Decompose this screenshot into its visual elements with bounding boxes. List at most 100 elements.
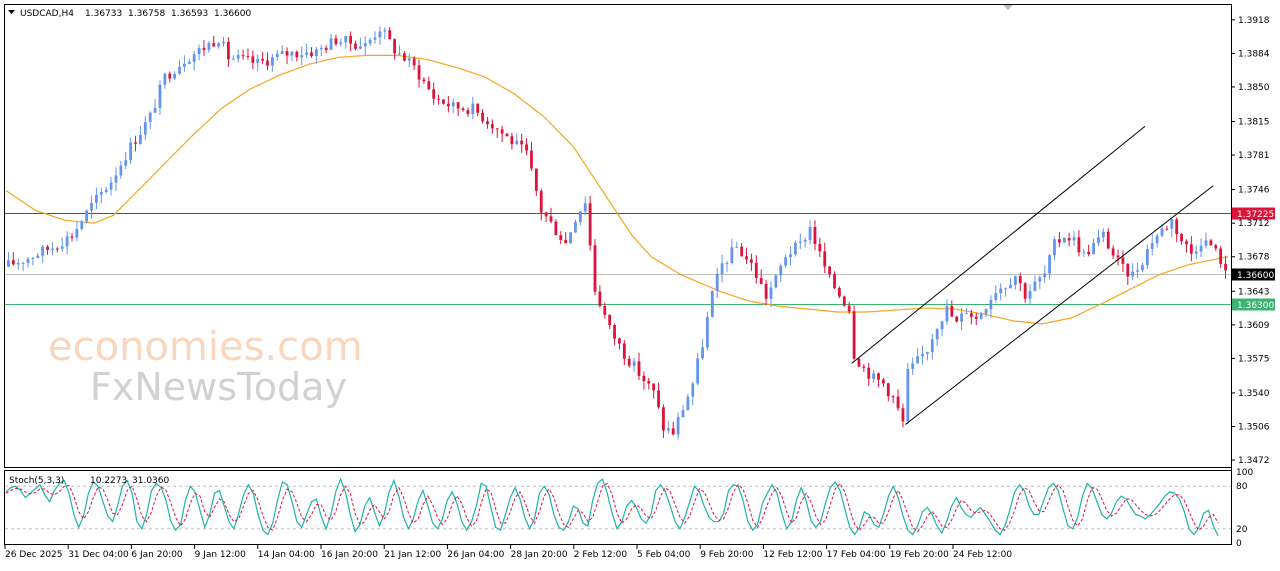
candle-bear [466,110,470,115]
time-tick-label: 26 Jan 04:00 [447,550,504,560]
candle-bear [647,381,651,384]
candle-bull [21,262,25,264]
candle-bull [872,373,876,379]
candle-bull [124,160,128,166]
candle-bear [510,136,514,145]
candle-bear [833,274,836,289]
candle-bull [1004,288,1007,290]
candle-bear [857,358,861,367]
price-tick-label: 1.3884 [1238,49,1270,59]
candle-bull [231,58,235,60]
candle-bull [989,300,993,310]
trend-channel [851,126,1214,425]
stoch-signal-line [5,482,1219,533]
candle-bull [7,260,10,267]
candle-bull [935,329,939,340]
candle-bull [80,221,84,229]
candle-bear [202,47,206,50]
candle-bull [236,55,240,59]
candle-bull [808,227,812,241]
price-tick-label: 1.3712 [1238,219,1270,229]
price-tick-label: 1.3575 [1238,354,1270,364]
candle-bull [451,102,455,107]
candle-bear [622,343,626,359]
candle-bull [925,351,929,354]
symbol-dropdown-icon[interactable] [8,10,15,14]
candle-bear [828,266,832,275]
candle-bear [324,47,328,50]
time-tick-label: 14 Jan 04:00 [258,550,315,560]
candle-bear [393,39,396,54]
candle-bull [1092,243,1095,255]
stoch-tick-label: 80 [1236,482,1248,492]
candle-bear [754,262,758,279]
candle-bear [867,367,871,379]
candle-bear [70,236,74,238]
candle-bear [637,361,641,376]
candle-bear [241,55,245,57]
candle-bull [1170,219,1174,229]
channel-lower-line [905,185,1214,425]
candle-bear [750,259,753,263]
candle-bear [212,43,216,47]
candle-bull [36,255,40,259]
candle-bull [1097,237,1100,244]
candle-bull [774,275,778,288]
candle-bear [476,103,480,113]
candle-bear [588,203,592,246]
candle-bull [1204,240,1208,246]
candle-bull [676,417,680,435]
price-tick-label: 1.3643 [1238,287,1270,297]
candle-bear [486,121,489,125]
candle-bear [1077,237,1081,253]
candle-bear [354,43,357,49]
candle-bear [417,65,421,80]
candle-bull [999,288,1003,294]
shift-marker-icon[interactable] [1003,5,1013,10]
candle-bull [319,47,323,50]
candle-bear [505,133,509,137]
candlesticks [7,26,1227,440]
candle-bear [1057,239,1061,243]
candle-bull [270,57,274,66]
price-tick-label: 1.3781 [1238,151,1270,161]
candle-bull [339,42,343,45]
stoch-main-line [5,477,1219,537]
candle-bull [305,52,309,56]
price-tick-label: 1.3815 [1238,117,1270,127]
candle-bull [363,43,367,47]
candle-bull [90,202,93,211]
candle-bull [139,134,142,144]
candle-bear [544,212,548,217]
candle-bull [85,210,89,222]
current-price-tag [1232,268,1275,281]
candle-bull [99,191,103,195]
candle-bull [583,203,587,212]
candle-bear [1165,228,1169,230]
candle-bull [574,222,577,233]
candle-bear [549,216,553,222]
candle-bull [701,347,704,359]
candle-bear [613,325,616,339]
stoch-pane-frame [4,470,1232,545]
resistance-price-label: 1.37225 [1237,210,1274,220]
candle-bear [657,390,660,408]
candle-bull [1150,243,1154,249]
candle-bull [1141,265,1144,271]
price-tick-label: 1.3746 [1238,186,1270,196]
candle-bear [1018,276,1022,284]
candle-bear [838,288,841,297]
current-price-label: 1.36600 [1237,271,1274,281]
candle-bull [256,58,260,63]
candle-bull [60,246,64,249]
candle-bear [891,396,895,398]
candle-bull [192,54,196,62]
candle-bull [197,47,201,55]
candle-bull [16,262,20,265]
candle-bull [1072,237,1076,241]
candle-bear [442,99,445,104]
candle-bear [559,235,563,240]
candle-bull [706,316,709,348]
time-tick-label: 9 Jan 12:00 [195,550,247,560]
